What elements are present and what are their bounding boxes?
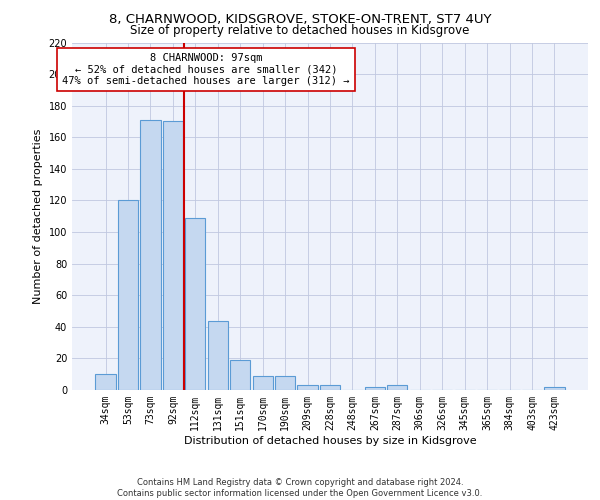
Bar [208,320,228,390]
Bar [275,376,295,390]
Text: Contains HM Land Registry data © Crown copyright and database right 2024.
Contai: Contains HM Land Registry data © Crown c… [118,478,482,498]
Bar [95,374,116,390]
Text: 8, CHARNWOOD, KIDSGROVE, STOKE-ON-TRENT, ST7 4UY: 8, CHARNWOOD, KIDSGROVE, STOKE-ON-TRENT,… [109,12,491,26]
Bar [118,200,138,390]
Bar [163,122,183,390]
Bar [544,387,565,390]
Bar [140,120,161,390]
Bar [185,218,205,390]
Bar [320,386,340,390]
Text: 8 CHARNWOOD: 97sqm
← 52% of detached houses are smaller (342)
47% of semi-detach: 8 CHARNWOOD: 97sqm ← 52% of detached hou… [62,53,350,86]
Bar [387,386,407,390]
Bar [298,386,317,390]
Bar [365,387,385,390]
Bar [253,376,273,390]
Text: Size of property relative to detached houses in Kidsgrove: Size of property relative to detached ho… [130,24,470,37]
Bar [230,360,250,390]
X-axis label: Distribution of detached houses by size in Kidsgrove: Distribution of detached houses by size … [184,436,476,446]
Y-axis label: Number of detached properties: Number of detached properties [33,128,43,304]
